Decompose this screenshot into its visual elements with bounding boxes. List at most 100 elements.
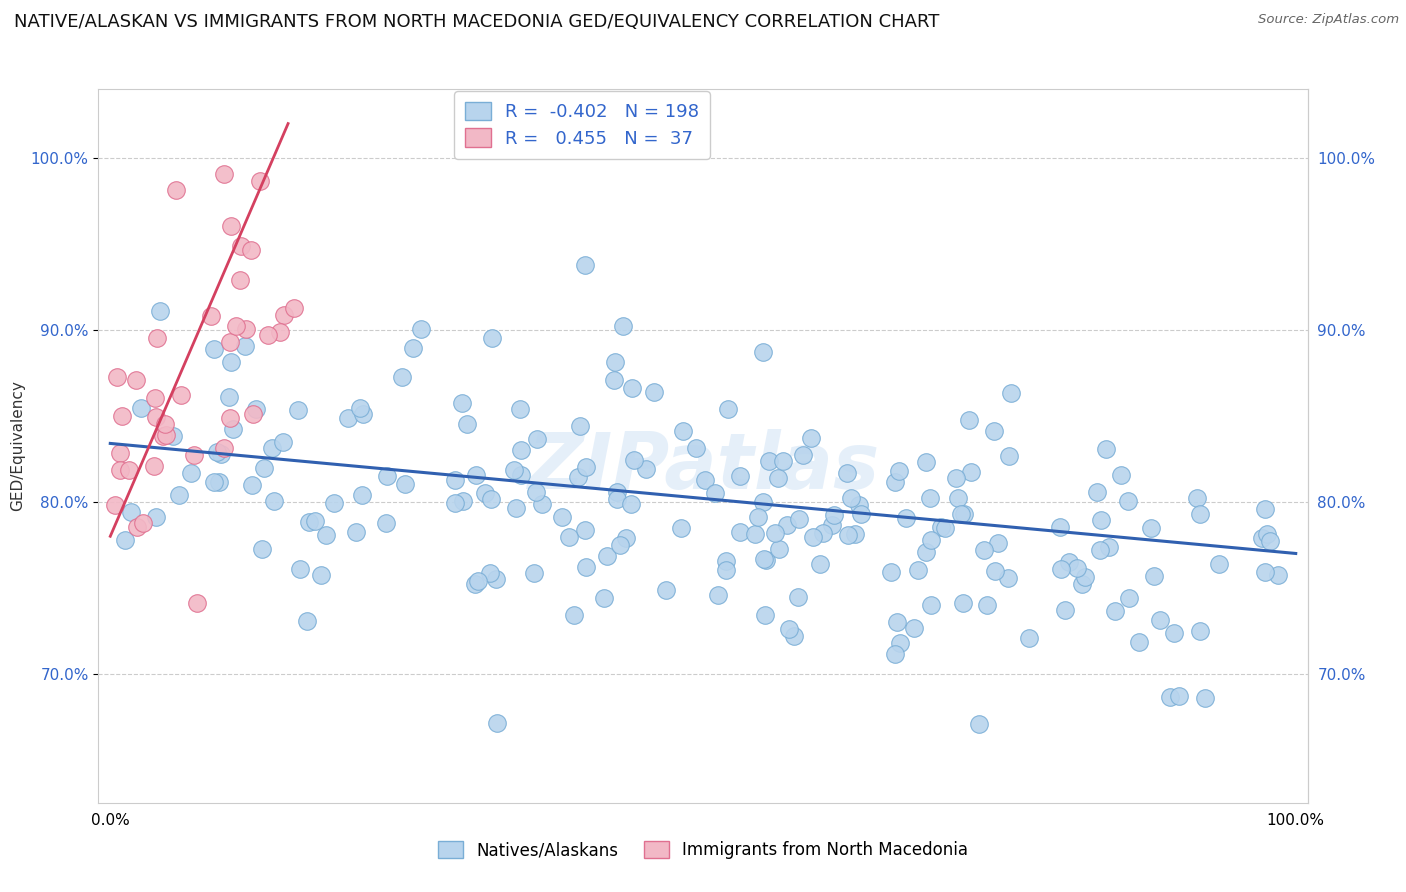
Point: [1139, 521, 1161, 535]
Point: [811, 525, 834, 540]
Point: [808, 557, 831, 571]
Point: [717, 402, 740, 417]
Point: [1066, 561, 1088, 575]
Point: [744, 527, 766, 541]
Point: [143, 458, 166, 473]
Point: [747, 509, 769, 524]
Point: [1018, 631, 1040, 645]
Point: [170, 388, 193, 402]
Point: [120, 505, 142, 519]
Point: [1163, 626, 1185, 640]
Point: [907, 564, 929, 578]
Point: [242, 407, 264, 421]
Point: [114, 533, 136, 547]
Point: [716, 563, 738, 577]
Point: [609, 539, 631, 553]
Point: [1049, 520, 1071, 534]
Legend: Natives/Alaskans, Immigrants from North Macedonia: Natives/Alaskans, Immigrants from North …: [432, 834, 974, 866]
Point: [146, 331, 169, 345]
Point: [792, 448, 814, 462]
Point: [655, 582, 678, 597]
Point: [269, 325, 291, 339]
Point: [776, 518, 799, 533]
Point: [973, 543, 995, 558]
Point: [603, 355, 626, 369]
Point: [844, 527, 866, 541]
Point: [1188, 507, 1211, 521]
Point: [111, 409, 134, 424]
Point: [481, 331, 503, 345]
Point: [1000, 386, 1022, 401]
Point: [969, 717, 991, 731]
Point: [165, 183, 187, 197]
Point: [1256, 527, 1278, 541]
Point: [558, 530, 581, 544]
Point: [1168, 689, 1191, 703]
Point: [162, 428, 184, 442]
Point: [1159, 690, 1181, 704]
Point: [752, 552, 775, 566]
Point: [984, 564, 1007, 578]
Point: [225, 319, 247, 334]
Point: [574, 523, 596, 537]
Point: [562, 608, 585, 623]
Point: [1049, 562, 1071, 576]
Point: [304, 514, 326, 528]
Point: [467, 574, 489, 589]
Point: [155, 428, 177, 442]
Point: [772, 454, 794, 468]
Point: [145, 510, 167, 524]
Point: [105, 370, 128, 384]
Point: [986, 535, 1008, 549]
Point: [569, 419, 592, 434]
Point: [614, 531, 637, 545]
Point: [835, 466, 858, 480]
Point: [623, 452, 645, 467]
Point: [821, 517, 844, 532]
Point: [298, 515, 321, 529]
Point: [946, 491, 969, 505]
Point: [453, 494, 475, 508]
Point: [131, 516, 153, 530]
Point: [768, 541, 790, 556]
Point: [574, 460, 596, 475]
Point: [1057, 555, 1080, 569]
Point: [1194, 690, 1216, 705]
Point: [929, 520, 952, 534]
Point: [976, 598, 998, 612]
Point: [323, 496, 346, 510]
Point: [1254, 566, 1277, 580]
Point: [612, 319, 634, 334]
Point: [485, 572, 508, 586]
Point: [634, 462, 657, 476]
Point: [253, 461, 276, 475]
Point: [444, 496, 467, 510]
Point: [1250, 531, 1272, 545]
Point: [886, 615, 908, 630]
Point: [752, 345, 775, 359]
Point: [889, 636, 911, 650]
Point: [148, 304, 170, 318]
Point: [1208, 557, 1230, 571]
Point: [707, 588, 730, 602]
Point: [695, 474, 717, 488]
Point: [1188, 624, 1211, 638]
Point: [271, 435, 294, 450]
Point: [257, 327, 280, 342]
Point: [849, 507, 872, 521]
Point: [374, 516, 396, 530]
Point: [474, 486, 496, 500]
Point: [952, 596, 974, 610]
Point: [887, 464, 910, 478]
Point: [1109, 468, 1132, 483]
Point: [728, 468, 751, 483]
Point: [1142, 569, 1164, 583]
Point: [998, 449, 1021, 463]
Point: [606, 491, 628, 506]
Point: [108, 446, 131, 460]
Point: [205, 444, 228, 458]
Point: [263, 494, 285, 508]
Point: [336, 411, 359, 425]
Point: [218, 411, 240, 425]
Point: [1254, 502, 1277, 516]
